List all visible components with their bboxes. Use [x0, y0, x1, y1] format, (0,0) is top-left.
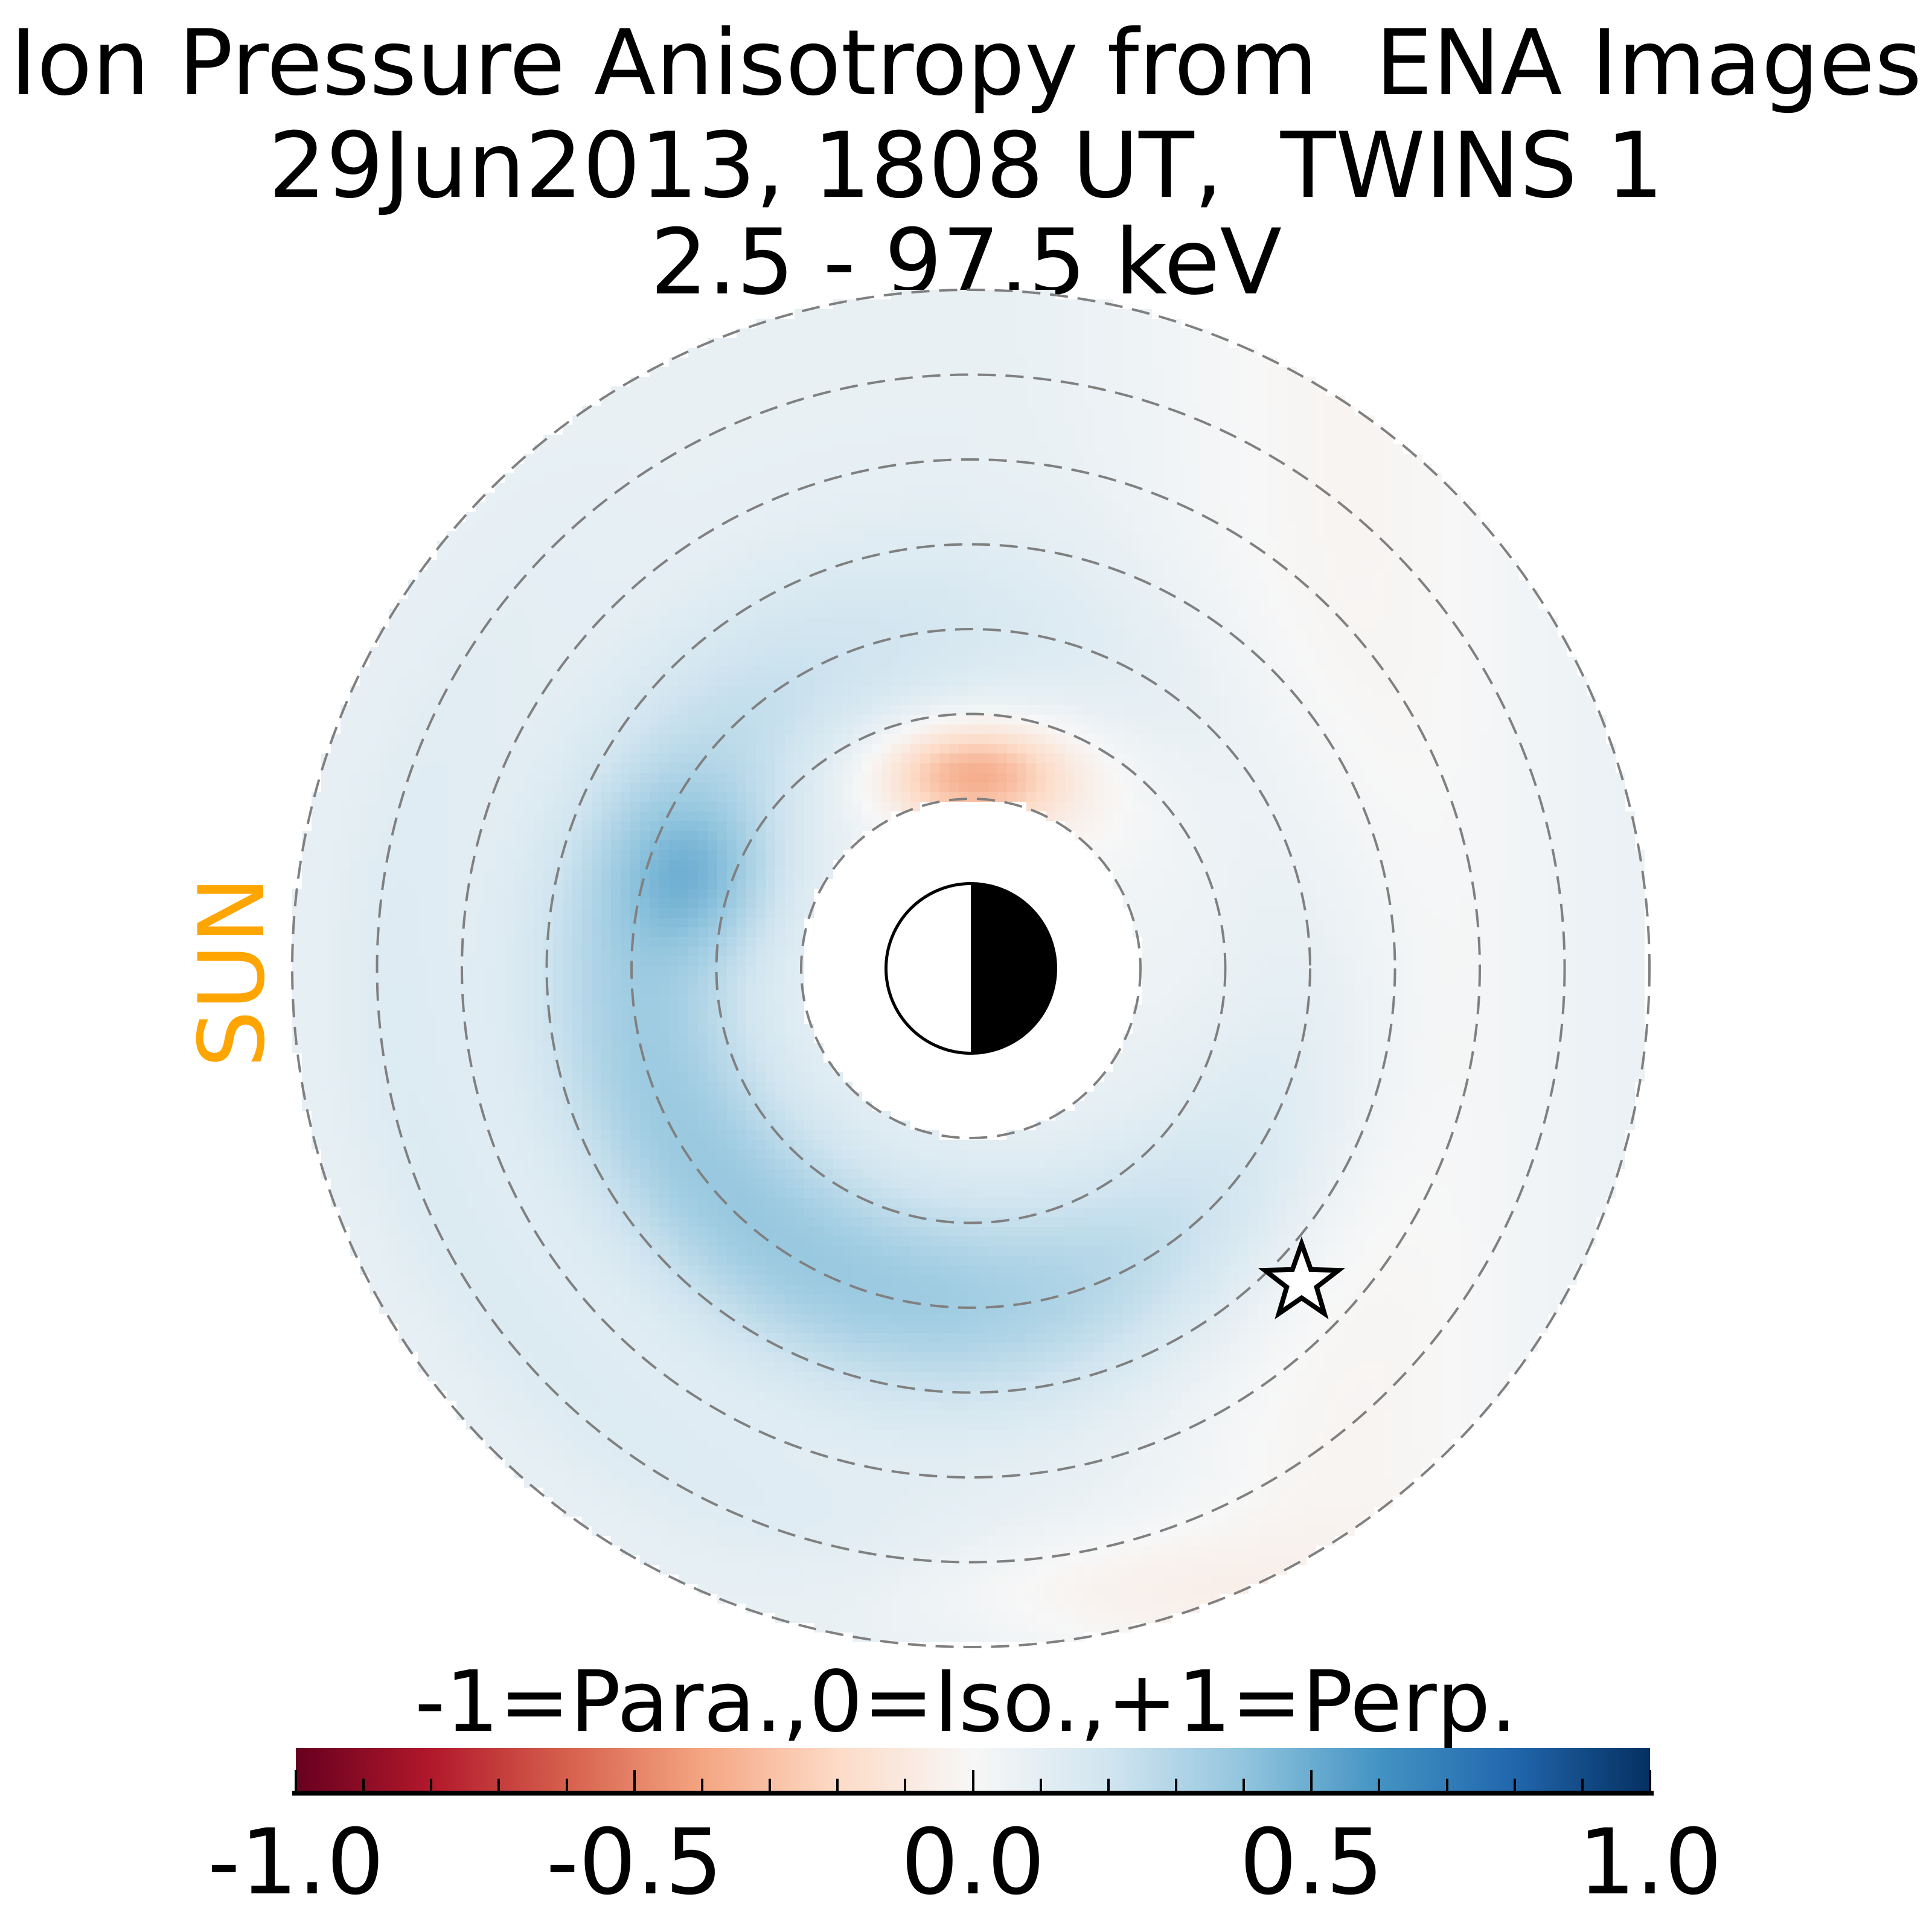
- colorbar-major-tick: [633, 1770, 636, 1792]
- colorbar-minor-tick: [1107, 1779, 1110, 1792]
- colorbar-minor-tick: [1581, 1779, 1584, 1792]
- title-line-2: 29Jun2013, 1808 UT, TWINS 1: [268, 114, 1664, 219]
- colorbar-minor-tick: [1378, 1779, 1381, 1792]
- colorbar-tick-label: -0.5: [546, 1810, 723, 1915]
- star-marker-icon: [1258, 1236, 1346, 1320]
- colorbar-minor-tick: [1513, 1779, 1516, 1792]
- colorbar-minor-tick: [1243, 1779, 1246, 1792]
- colorbar-minor-tick: [1039, 1779, 1042, 1792]
- dashed-ring-7RE: [376, 373, 1566, 1564]
- colorbar-tick-label: 0.0: [901, 1810, 1045, 1915]
- colorbar-major-tick: [1649, 1770, 1651, 1792]
- dashed-ring-4RE: [630, 628, 1311, 1309]
- dashed-ring-5RE: [545, 543, 1396, 1394]
- dashed-ring-3RE: [715, 712, 1227, 1224]
- colorbar-minor-tick: [565, 1779, 568, 1792]
- sun-label: SUN: [180, 876, 285, 1068]
- colorbar-minor-tick: [904, 1779, 907, 1792]
- colorbar-minor-tick: [1445, 1779, 1448, 1792]
- colorbar-minor-tick: [362, 1779, 365, 1792]
- colorbar-label: -1=Para.,0=Iso.,+1=Perp.: [414, 1653, 1518, 1751]
- colorbar-minor-tick: [836, 1779, 839, 1792]
- colorbar-minor-tick: [497, 1779, 501, 1792]
- colorbar-tick-label: 1.0: [1578, 1810, 1722, 1915]
- colorbar-minor-tick: [769, 1779, 772, 1792]
- colorbar-major-tick: [1310, 1770, 1313, 1792]
- colorbar-axis: [292, 1791, 1654, 1796]
- colorbar-tick-label: -1.0: [207, 1810, 385, 1915]
- colorbar-minor-tick: [430, 1779, 433, 1792]
- colorbar-major-tick: [971, 1770, 974, 1792]
- earth-night-side: [971, 883, 1056, 1054]
- title-line-1: Ion Pressure Anisotropy from ENA Images: [10, 11, 1922, 116]
- colorbar-minor-tick: [1174, 1779, 1177, 1792]
- dashed-ring-8RE: [291, 289, 1651, 1648]
- dashed-ring-2RE: [800, 798, 1142, 1139]
- colorbar-tick-label: 0.5: [1239, 1810, 1384, 1915]
- colorbar-minor-tick: [700, 1779, 703, 1792]
- colorbar-major-tick: [295, 1770, 297, 1792]
- earth-outline-icon: [884, 882, 1057, 1055]
- dashed-ring-6RE: [461, 458, 1481, 1479]
